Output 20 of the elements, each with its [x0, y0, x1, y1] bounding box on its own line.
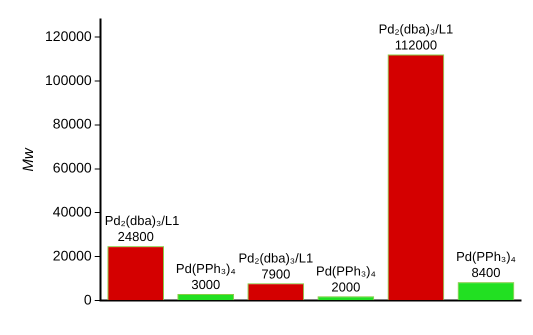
annotation: Pd₂(dba)₃/L1 [104, 213, 180, 228]
data-label: 112000 [394, 38, 438, 53]
data-label: 8400 [472, 265, 500, 280]
y-tick-label: 40000 [52, 204, 92, 220]
annotation: Pd₂(dba)₃/L1 [378, 22, 454, 37]
y-tick-label: 20000 [52, 248, 92, 264]
y-tick-label: 120000 [45, 28, 92, 44]
annotation: Pd(PPh₃)₄ [456, 249, 516, 264]
y-axis-title: Mw [20, 147, 38, 172]
y-tick-label: 100000 [45, 72, 92, 88]
data-label: 2000 [331, 279, 360, 294]
annotation: Pd(PPh₃)₄ [316, 263, 376, 278]
data-label: 24800 [118, 229, 154, 244]
annotation: Pd₂(dba)₃/L1 [238, 250, 314, 266]
y-tick-label: 60000 [52, 160, 92, 176]
annotation: Pd(PPh₃)₄ [176, 261, 236, 276]
y-tick-label: 80000 [52, 116, 92, 132]
y-tick-label: 0 [84, 291, 92, 308]
data-label: 7900 [261, 266, 290, 282]
data-label: 3000 [191, 277, 220, 292]
